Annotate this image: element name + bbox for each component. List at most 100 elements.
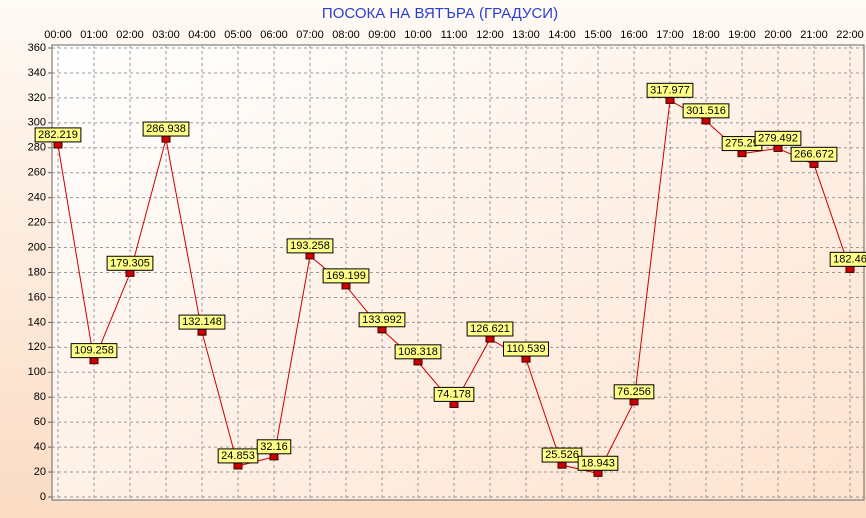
x-tick-label: 21:00 xyxy=(800,29,828,41)
point xyxy=(449,400,459,408)
point xyxy=(809,160,819,168)
x-tick-label: 12:00 xyxy=(476,29,504,41)
label-box xyxy=(358,312,406,328)
value-label: 182.46 xyxy=(833,253,866,265)
x-tick-label: 09:00 xyxy=(368,29,396,41)
label-box xyxy=(577,455,619,471)
x-tick-label: 16:00 xyxy=(620,29,648,41)
chart-title: ПОСОКА НА ВЯТЪРА (ГРАДУСИ) xyxy=(322,5,558,22)
x-tick-label: 10:00 xyxy=(404,29,432,41)
point xyxy=(485,335,495,343)
label-box xyxy=(613,384,655,400)
label-box xyxy=(217,448,259,464)
point xyxy=(773,144,783,152)
x-tick-label: 04:00 xyxy=(188,29,216,41)
label-box xyxy=(106,255,154,271)
label-box xyxy=(503,341,549,357)
point xyxy=(341,282,351,290)
x-tick-label: 17:00 xyxy=(656,29,684,41)
point xyxy=(305,252,315,260)
value-label: 24.853 xyxy=(221,450,255,462)
value-label: 317.977 xyxy=(650,84,690,96)
value-label: 282.219 xyxy=(38,129,78,141)
y-tick-label: 260 xyxy=(28,167,46,179)
x-tick-label: 08:00 xyxy=(332,29,360,41)
label-box xyxy=(394,344,442,360)
point xyxy=(845,265,855,273)
value-label: 193.258 xyxy=(290,240,330,252)
point xyxy=(233,462,243,470)
y-tick-label: 280 xyxy=(28,142,46,154)
value-label: 275.29 xyxy=(725,138,759,150)
label-box xyxy=(256,439,292,455)
x-tick-label: 18:00 xyxy=(692,29,720,41)
value-label: 25.526 xyxy=(545,449,579,461)
point xyxy=(197,328,207,336)
label-box xyxy=(754,130,802,146)
point xyxy=(737,150,747,158)
value-label: 110.539 xyxy=(507,343,546,355)
point xyxy=(701,117,711,125)
y-tick-label: 160 xyxy=(28,291,46,303)
x-tick-label: 22:00 xyxy=(836,29,864,41)
point xyxy=(53,141,63,149)
point xyxy=(413,358,423,366)
point xyxy=(521,355,531,363)
point xyxy=(161,135,171,143)
label-box xyxy=(34,127,82,143)
y-tick-label: 140 xyxy=(28,316,46,328)
y-tick-label: 180 xyxy=(28,266,46,278)
label-box xyxy=(142,121,190,137)
x-tick-label: 01:00 xyxy=(80,29,108,41)
x-tick-label: 15:00 xyxy=(584,29,612,41)
label-box xyxy=(541,447,583,463)
point xyxy=(665,96,675,104)
x-tick-label: 02:00 xyxy=(116,29,144,41)
y-tick-label: 40 xyxy=(34,441,46,453)
y-tick-label: 120 xyxy=(28,341,46,353)
x-tick-label: 14:00 xyxy=(548,29,576,41)
label-box xyxy=(790,146,838,162)
point xyxy=(89,357,99,365)
value-label: 179.305 xyxy=(110,257,150,269)
label-box xyxy=(646,82,694,98)
label-box xyxy=(286,238,334,254)
label-box xyxy=(682,103,730,119)
x-tick-label: 19:00 xyxy=(728,29,756,41)
value-label: 132.148 xyxy=(182,316,222,328)
y-tick-label: 200 xyxy=(28,241,46,253)
point xyxy=(557,461,567,469)
point xyxy=(377,326,387,334)
label-box xyxy=(70,343,118,359)
y-tick-label: 360 xyxy=(28,42,46,54)
y-tick-label: 100 xyxy=(28,366,46,378)
y-tick-label: 240 xyxy=(28,192,46,204)
value-label: 169.199 xyxy=(326,270,366,282)
value-label: 279.492 xyxy=(758,132,798,144)
value-label: 74.178 xyxy=(437,388,471,400)
point xyxy=(125,269,135,277)
x-tick-label: 00:00 xyxy=(44,29,72,41)
x-tick-label: 13:00 xyxy=(512,29,540,41)
y-tick-label: 320 xyxy=(28,92,46,104)
label-box xyxy=(829,251,866,267)
label-box xyxy=(178,314,226,330)
value-label: 109.258 xyxy=(74,345,114,357)
value-label: 286.938 xyxy=(146,123,186,135)
y-tick-label: 220 xyxy=(28,217,46,229)
plot-area xyxy=(51,44,865,501)
x-tick-label: 07:00 xyxy=(296,29,324,41)
y-tick-label: 20 xyxy=(34,466,46,478)
y-tick-label: 300 xyxy=(28,117,46,129)
label-box xyxy=(433,386,475,402)
label-box xyxy=(322,268,370,284)
point xyxy=(269,453,279,461)
x-tick-label: 06:00 xyxy=(260,29,288,41)
value-label: 301.516 xyxy=(686,105,726,117)
value-label: 18.943 xyxy=(581,457,615,469)
label-box xyxy=(466,321,514,337)
x-tick-label: 11:00 xyxy=(441,29,468,41)
value-label: 126.621 xyxy=(470,323,510,335)
point xyxy=(593,469,603,477)
value-label: 76.256 xyxy=(617,386,651,398)
